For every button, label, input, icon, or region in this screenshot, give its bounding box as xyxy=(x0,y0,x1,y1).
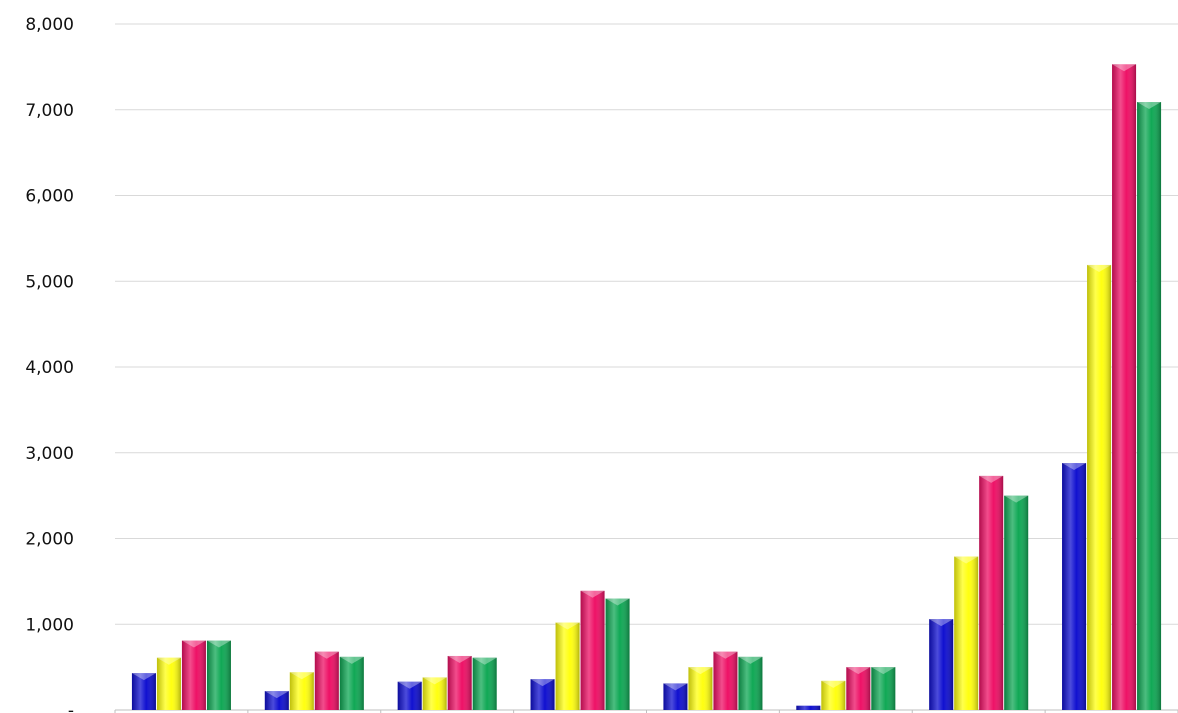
bar xyxy=(1112,64,1137,711)
bar xyxy=(1137,102,1162,711)
bar xyxy=(846,667,871,710)
y-axis-ticks: - 1,000 2,000 3,000 4,000 5,000 6,000 7,000 8,00… xyxy=(25,15,74,713)
y-tick-label: 6,000 xyxy=(25,187,74,207)
y-tick-label: 2,000 xyxy=(25,530,74,550)
bar xyxy=(580,590,605,710)
bar xyxy=(472,657,497,710)
y-tick-label: - xyxy=(68,701,74,713)
bar xyxy=(422,677,447,710)
x-axis-ticks xyxy=(114,710,1178,713)
bar xyxy=(397,681,422,710)
bar xyxy=(954,556,979,710)
y-tick-label: 3,000 xyxy=(25,444,74,464)
bar xyxy=(979,475,1004,710)
bar xyxy=(796,705,821,710)
bars xyxy=(131,64,1162,711)
bar xyxy=(1087,264,1112,710)
bar xyxy=(929,619,954,710)
bar xyxy=(555,622,580,710)
bar xyxy=(339,656,364,710)
bar xyxy=(605,598,630,710)
bar xyxy=(738,656,763,710)
bar xyxy=(314,651,339,710)
bar xyxy=(131,673,156,710)
bar xyxy=(447,655,472,710)
bar xyxy=(871,667,896,710)
bar xyxy=(713,651,738,710)
bar xyxy=(530,679,555,710)
y-tick-label: 5,000 xyxy=(25,272,74,292)
bar xyxy=(663,683,688,710)
y-tick-label: 4,000 xyxy=(25,358,74,378)
bar xyxy=(206,640,231,710)
y-tick-label: 1,000 xyxy=(25,615,74,635)
bar xyxy=(821,680,846,710)
bar xyxy=(1004,495,1029,710)
bar xyxy=(1062,463,1087,710)
bar xyxy=(688,667,713,710)
y-tick-label: 7,000 xyxy=(25,101,74,121)
bar xyxy=(181,640,206,710)
bar xyxy=(156,657,181,710)
y-tick-label: 8,000 xyxy=(25,15,74,35)
bar xyxy=(289,672,314,710)
bar xyxy=(264,691,289,710)
